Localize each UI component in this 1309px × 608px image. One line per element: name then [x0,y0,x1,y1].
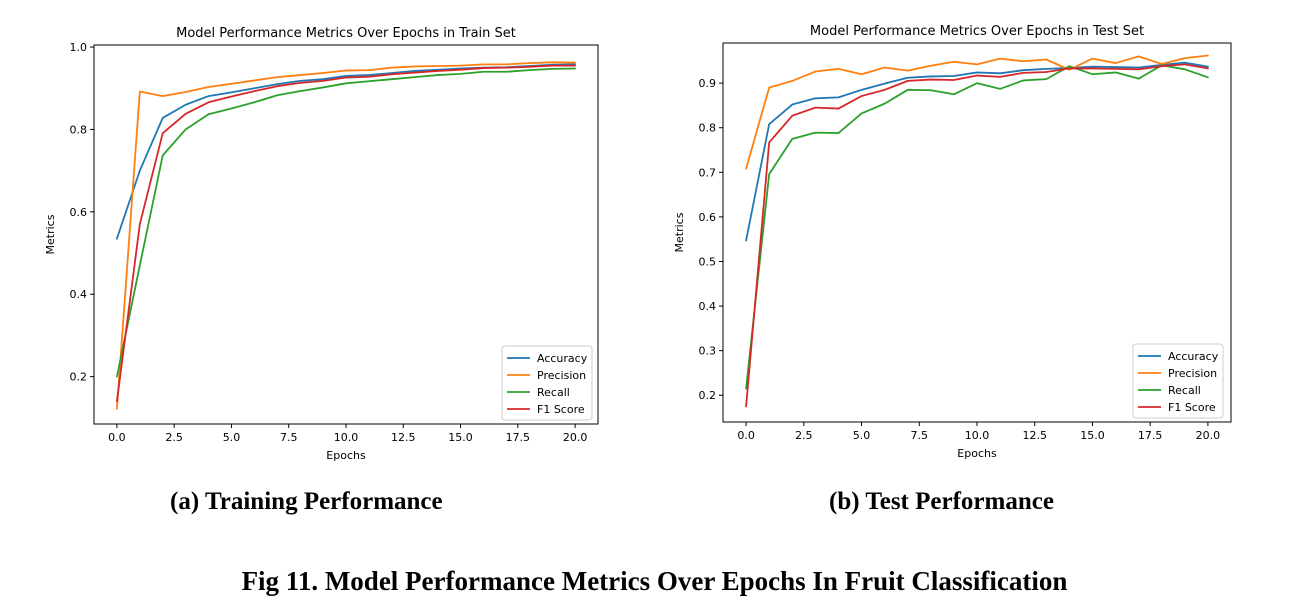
legend: Accuracy Precision Recall F1 Score [1132,343,1224,419]
legend-label: Accuracy [1168,350,1219,363]
legend-label: Accuracy [537,352,588,365]
x-axis-label: Epochs [957,447,997,460]
y-tick-label: 0.6 [699,211,717,224]
series-line-f1-score [745,63,1209,408]
chart-title: Model Performance Metrics Over Epochs in… [810,24,1144,39]
x-tick-label: 5.0 [223,431,241,444]
x-tick-label: 0.0 [737,429,755,442]
x-tick-label: 5.0 [853,429,871,442]
series-line-recall [745,64,1209,390]
y-tick-label: 0.4 [699,300,717,313]
x-tick-label: 15.0 [448,431,473,444]
series-line-accuracy [745,61,1209,242]
y-axis-label: Metrics [673,212,686,252]
y-tick-label: 0.2 [70,371,88,384]
y-tick-label: 0.3 [699,345,717,358]
y-tick-label: 0.8 [70,123,88,136]
subfigure-caption-a: (a) Training Performance [170,488,443,515]
x-tick-label: 10.0 [965,429,990,442]
train-chart-panel: Model Performance Metrics Over Epochs in… [0,0,654,480]
x-tick-label: 2.5 [795,429,813,442]
x-tick-label: 10.0 [334,431,359,444]
x-tick-label: 0.0 [108,431,126,444]
y-tick-label: 0.8 [699,122,717,135]
figure-caption: Fig 11. Model Performance Metrics Over E… [241,566,1068,596]
series-line-precision [116,61,576,410]
series-line-accuracy [116,63,576,240]
legend-label: Precision [1168,367,1217,380]
y-tick-label: 0.2 [699,389,717,402]
test-chart-panel: Model Performance Metrics Over Epochs in… [640,0,1294,480]
y-axis-label: Metrics [44,214,57,254]
legend-label: F1 Score [537,403,585,416]
x-tick-label: 15.0 [1080,429,1105,442]
train-line-chart: Model Performance Metrics Over Epochs in… [44,26,599,462]
x-tick-label: 7.5 [911,429,929,442]
x-tick-label: 12.5 [391,431,416,444]
series-line-precision [745,54,1209,170]
x-tick-label: 17.5 [1138,429,1163,442]
series-line-f1-score [116,64,576,403]
series-line-recall [116,67,576,378]
x-tick-label: 7.5 [280,431,298,444]
x-tick-label: 2.5 [165,431,183,444]
y-tick-label: 0.4 [70,288,88,301]
legend-box [1132,343,1224,419]
legend-label: Recall [1168,384,1201,397]
y-tick-label: 1.0 [70,41,88,54]
x-tick-label: 20.0 [1196,429,1221,442]
legend-label: F1 Score [1168,401,1216,414]
y-tick-label: 0.5 [699,255,717,268]
x-tick-label: 12.5 [1022,429,1047,442]
x-axis-label: Epochs [326,449,366,462]
x-tick-label: 20.0 [563,431,588,444]
legend: Accuracy Precision Recall F1 Score [501,345,593,421]
y-tick-label: 0.6 [70,206,88,219]
subfigure-caption-b: (b) Test Performance [829,488,1054,515]
y-tick-label: 0.9 [699,77,717,90]
test-line-chart: Model Performance Metrics Over Epochs in… [673,24,1232,460]
legend-box [501,345,593,421]
y-tick-label: 0.7 [699,166,717,179]
legend-label: Recall [537,386,570,399]
legend-label: Precision [537,369,586,382]
x-tick-label: 17.5 [506,431,531,444]
chart-title: Model Performance Metrics Over Epochs in… [176,26,516,41]
